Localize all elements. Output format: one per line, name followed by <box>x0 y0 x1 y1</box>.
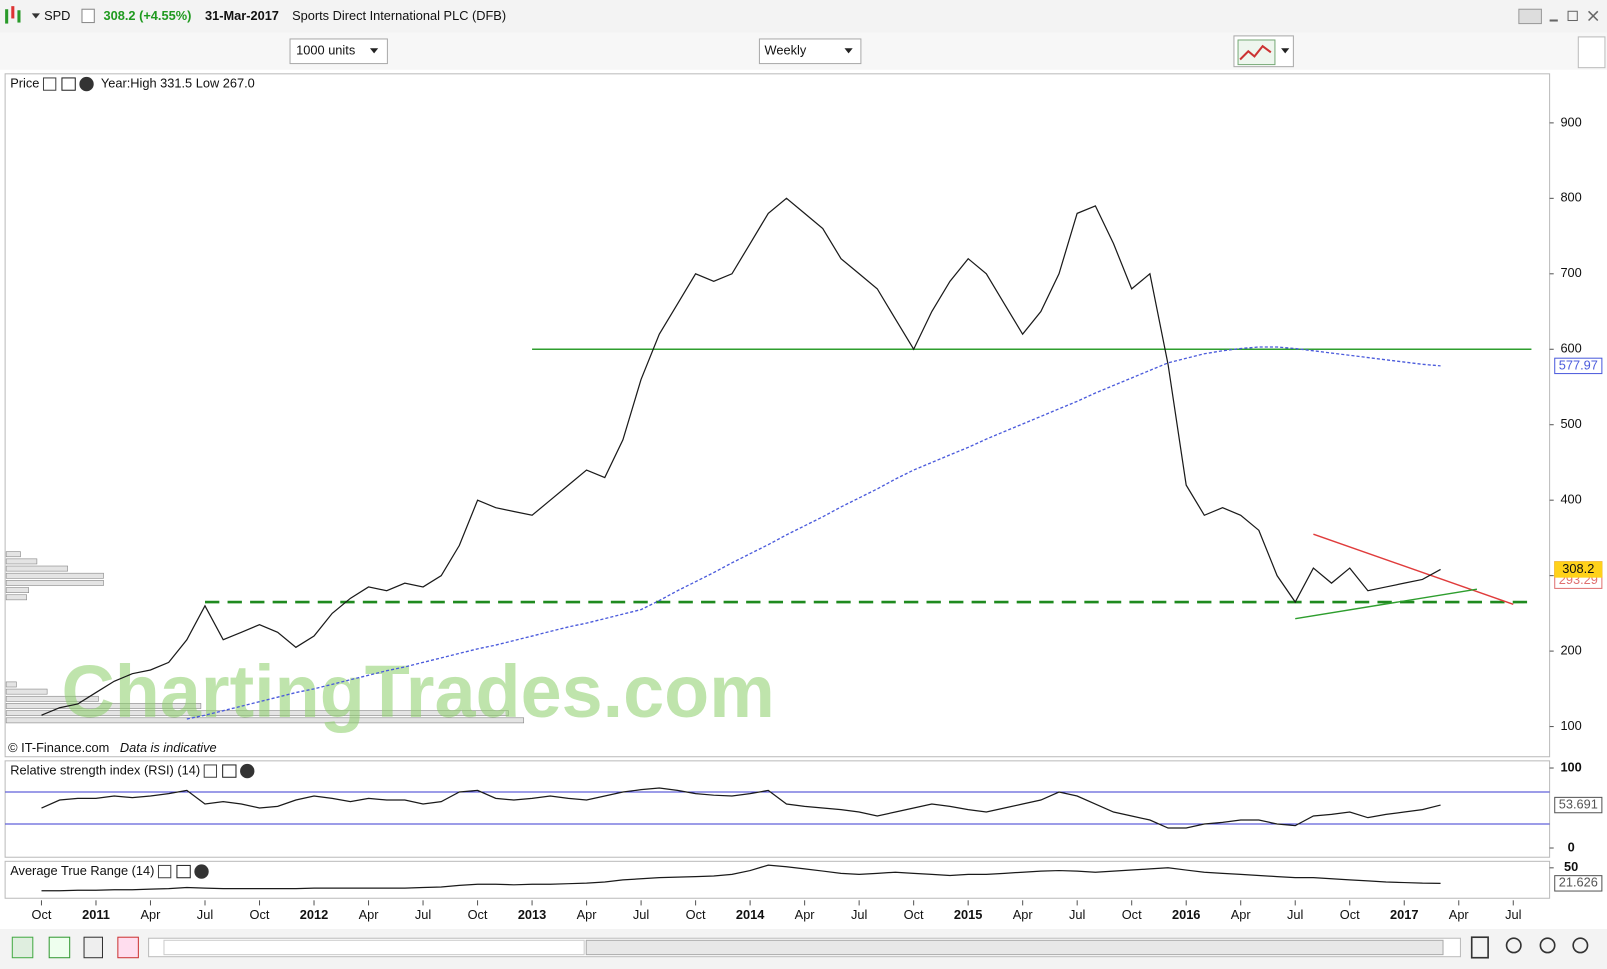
series-line <box>41 787 1441 829</box>
window-icon[interactable] <box>61 77 76 91</box>
scrollbar-track <box>163 939 585 956</box>
close-button[interactable] <box>1588 10 1599 22</box>
y-tick-label: 900 <box>1560 114 1581 129</box>
x-tick-label: 2013 <box>518 907 546 922</box>
x-tick-label: Jul <box>1069 907 1085 922</box>
settings-icon[interactable] <box>42 77 57 91</box>
x-tick-label: 2017 <box>1390 907 1418 922</box>
x-tick-label: 2011 <box>82 907 110 922</box>
zoom-icons[interactable] <box>1470 936 1589 959</box>
value-badge <box>1554 796 1603 814</box>
x-tick-label: Oct <box>468 907 488 922</box>
y-tick-label: 200 <box>1560 642 1581 657</box>
series-line <box>41 197 1441 716</box>
note: Data is indicative <box>120 740 217 755</box>
y-tick-label: 50 <box>1564 859 1578 874</box>
x-tick-label: Apr <box>577 907 598 922</box>
panel-title: Relative strength index (RSI) (14) <box>10 762 200 777</box>
value-badge-label: 308.2 <box>1562 561 1594 576</box>
value-badge <box>1554 561 1603 578</box>
value-badge <box>1554 875 1603 892</box>
interval-value: Weekly <box>765 43 807 58</box>
price-change: 308.2 (+4.55%) <box>104 8 192 23</box>
x-tick-label: 2016 <box>1172 907 1200 922</box>
x-tick-label: Apr <box>141 907 162 922</box>
units-value: 1000 units <box>296 43 355 58</box>
value-badge <box>1554 357 1603 375</box>
x-tick-label: Jul <box>1287 907 1303 922</box>
price-panel <box>4 73 1551 758</box>
value-badge-label: 53.691 <box>1559 796 1598 811</box>
volume-profile <box>5 551 525 724</box>
settings-icon[interactable] <box>203 764 218 778</box>
y-tick-label: 100 <box>1560 718 1581 733</box>
panel-title: Average True Range (14) <box>10 863 154 878</box>
value-badge-label: 21.626 <box>1559 875 1598 890</box>
date: 31-Mar-2017 <box>205 8 279 23</box>
side-panel-button[interactable] <box>1577 36 1606 69</box>
y-tick-label: 800 <box>1560 190 1581 205</box>
x-tick-label: Jul <box>197 907 213 922</box>
symbol[interactable]: SPD <box>44 8 70 23</box>
drawing-line <box>1313 533 1514 605</box>
x-tick-label: Oct <box>1122 907 1142 922</box>
maximize-button[interactable] <box>1567 10 1578 22</box>
y-tick-label: 100 <box>1560 759 1581 774</box>
rsi-panel <box>4 760 1551 858</box>
source: © IT-Finance.com <box>8 740 109 755</box>
x-tick-label: Oct <box>686 907 706 922</box>
x-tick-label: Apr <box>795 907 816 922</box>
close-icon[interactable] <box>240 763 255 779</box>
atr-panel <box>4 860 1551 899</box>
y-tick-label: 700 <box>1560 265 1581 280</box>
y-tick-label: 400 <box>1560 492 1581 507</box>
x-tick-label: 2015 <box>954 907 982 922</box>
window-icon[interactable] <box>176 864 191 879</box>
series-line <box>41 864 1441 892</box>
instrument-name: Sports Direct International PLC (DFB) <box>292 8 506 23</box>
x-tick-label: 2012 <box>300 907 328 922</box>
title-bar <box>0 0 1607 33</box>
panel-title: Price <box>10 75 39 90</box>
x-tick-label: Oct <box>904 907 924 922</box>
x-tick-label: Oct <box>250 907 270 922</box>
x-tick-label: Oct <box>1340 907 1360 922</box>
footer-icons[interactable] <box>11 936 139 959</box>
x-tick-label: Jul <box>1505 907 1521 922</box>
x-tick-label: Apr <box>1013 907 1034 922</box>
x-tick-label: Jul <box>851 907 867 922</box>
x-tick-label: 2014 <box>736 907 765 922</box>
y-tick-label: 500 <box>1560 416 1581 431</box>
x-tick-label: Oct <box>32 907 52 922</box>
x-tick-label: Apr <box>359 907 380 922</box>
x-tick-label: Jul <box>415 907 431 922</box>
keyboard-button[interactable] <box>1518 8 1542 25</box>
units-dropdown[interactable] <box>289 38 388 65</box>
scrollbar-thumb[interactable] <box>585 939 1444 956</box>
x-tick-label: Jul <box>633 907 649 922</box>
series-line <box>186 346 1441 720</box>
close-icon[interactable] <box>79 76 94 92</box>
close-icon[interactable] <box>194 864 209 879</box>
y-tick-label: 0 <box>1568 839 1575 854</box>
panel-subtitle: Year:High 331.5 Low 267.0 <box>101 75 255 90</box>
y-tick-label: 600 <box>1560 341 1581 356</box>
drawing-line <box>1295 588 1478 620</box>
x-tick-label: Apr <box>1449 907 1470 922</box>
value-badge-label: 577.97 <box>1559 357 1598 372</box>
x-tick-label: Apr <box>1231 907 1252 922</box>
window-icon[interactable] <box>222 764 237 778</box>
settings-icon[interactable] <box>157 864 172 879</box>
interval-dropdown[interactable] <box>758 38 862 65</box>
